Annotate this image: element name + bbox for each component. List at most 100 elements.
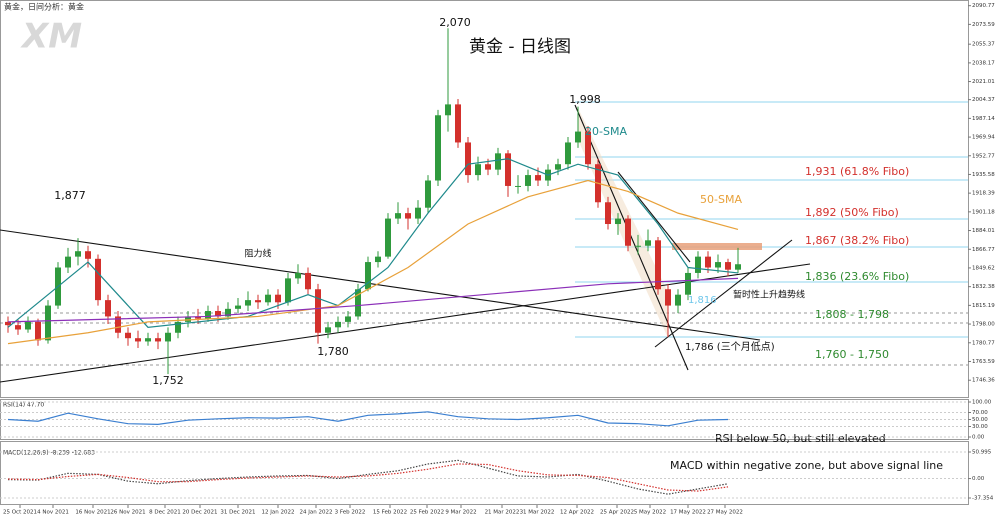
candle-body [625, 218, 631, 246]
candle-body [645, 240, 651, 246]
channel-line [574, 104, 689, 371]
y-tick-label: 1952.77 [972, 153, 995, 159]
candle-body [665, 289, 671, 306]
candle-body [295, 272, 301, 279]
x-tick-label: 31 Dec 2021 [220, 510, 255, 516]
macd-line [7, 459, 729, 495]
sma-line [7, 158, 739, 328]
sma-line [7, 277, 739, 323]
support-line [0, 263, 811, 383]
y-tick-label: 1935.58 [972, 172, 995, 178]
candle-body [725, 262, 731, 270]
y-tick-label: 30.00 [972, 424, 988, 430]
candle-body [465, 142, 471, 176]
candle-body [505, 153, 511, 186]
candle-body [65, 256, 71, 268]
candle-body [305, 272, 311, 290]
y-tick-label: 0.00 [972, 476, 985, 482]
resistance-line [0, 229, 761, 341]
annotation: 1,998 [569, 93, 601, 106]
candle-body [325, 327, 331, 333]
x-tick-label: 12 Jan 2022 [262, 510, 295, 516]
candle-body [255, 300, 261, 303]
y-tick-label: 2021.01 [972, 79, 995, 85]
candle-body [315, 289, 321, 333]
sma-line [7, 179, 739, 345]
x-tick-label: 25 Oct 2021 [3, 510, 37, 516]
candle-body [355, 289, 361, 317]
annotation: 阻力线 [244, 248, 271, 260]
candle-body [525, 175, 531, 186]
y-tick-label: 1918.39 [972, 191, 995, 197]
candle-body [495, 153, 501, 170]
legend-label: 50-SMA [700, 193, 742, 206]
candle-body [245, 300, 251, 306]
candle-body [405, 213, 411, 219]
candle-body [155, 338, 161, 342]
annotation: 1,808 - 1,798 [815, 308, 889, 321]
x-tick-label: 24 Jan 2022 [300, 510, 333, 516]
annotation: 2,070 [439, 16, 471, 29]
x-tick-label: 12 Apr 2022 [560, 510, 594, 516]
annotation: 1,931 (61.8% Fibo) [805, 165, 909, 178]
y-tick-label: 1849.62 [972, 265, 995, 271]
x-tick-label: 3 Feb 2022 [335, 510, 366, 516]
y-tick-label: 1884.01 [972, 228, 995, 234]
annotation: 1,816 [688, 295, 717, 306]
annotation: 1,786 (三个月低点) [685, 340, 775, 353]
candle-body [515, 185, 521, 187]
candle-body [535, 175, 541, 181]
candle-body [605, 202, 611, 225]
candle-body [85, 251, 91, 259]
x-tick-label: 31 Mar 2022 [520, 510, 555, 516]
macd-line [7, 463, 729, 492]
macd-panel [0, 441, 969, 505]
y-tick-label: 1832.38 [972, 284, 995, 290]
header-title: 黄金，日间分析：黄金 [4, 2, 84, 12]
candle-body [445, 104, 451, 116]
y-tick-label: 1780.77 [972, 340, 995, 346]
candle-body [175, 321, 181, 333]
candle-body [235, 305, 241, 309]
candle-body [555, 164, 561, 170]
y-tick-label: 1901.18 [972, 209, 995, 215]
support-levels [0, 312, 968, 366]
candle-body [565, 142, 571, 165]
main-panel [0, 0, 969, 398]
x-tick-label: 17 May 2022 [670, 510, 706, 516]
candle-body [395, 213, 401, 219]
x-tick-label: 15 Feb 2022 [373, 510, 407, 516]
y-tick-label: 0.00 [972, 435, 985, 441]
candle-body [225, 308, 231, 317]
annotation: 1,836 (23.6% Fibo) [805, 270, 909, 283]
logo: XM [20, 17, 82, 57]
candle-body [25, 321, 31, 330]
annotation: 1,752 [152, 374, 184, 387]
x-tick-label: 9 Mar 2022 [445, 510, 476, 516]
candle-body [275, 294, 281, 303]
annotation: 1,892 (50% Fibo) [805, 206, 899, 219]
candle-body [715, 262, 721, 268]
candle-body [15, 325, 21, 330]
x-tick-label: 26 Nov 2021 [110, 510, 145, 516]
candle-body [265, 294, 271, 303]
y-tick-label: 50.995 [972, 449, 992, 455]
candle-body [35, 321, 41, 341]
candle-body [195, 316, 201, 319]
macd-title: MACD(12,26,9) -8.239 -12.683 [3, 450, 95, 457]
y-tick-label: 1798.00 [972, 322, 995, 328]
x-tick-label: 27 May 2022 [707, 510, 743, 516]
candle-body [615, 218, 621, 225]
x-tick-label: 25 Apr 2022 [600, 510, 634, 516]
candle-body [425, 180, 431, 208]
candle-body [575, 131, 581, 143]
candle-body [695, 256, 701, 273]
annotation: 暂时性上升趋势线 [733, 289, 805, 301]
channel-line [617, 171, 691, 263]
x-tick-label: 8 Dec 2021 [149, 510, 181, 516]
candle-body [165, 332, 171, 342]
y-tick-label: 70.00 [972, 410, 988, 416]
candle-body [635, 245, 641, 247]
candle-body [75, 251, 81, 257]
